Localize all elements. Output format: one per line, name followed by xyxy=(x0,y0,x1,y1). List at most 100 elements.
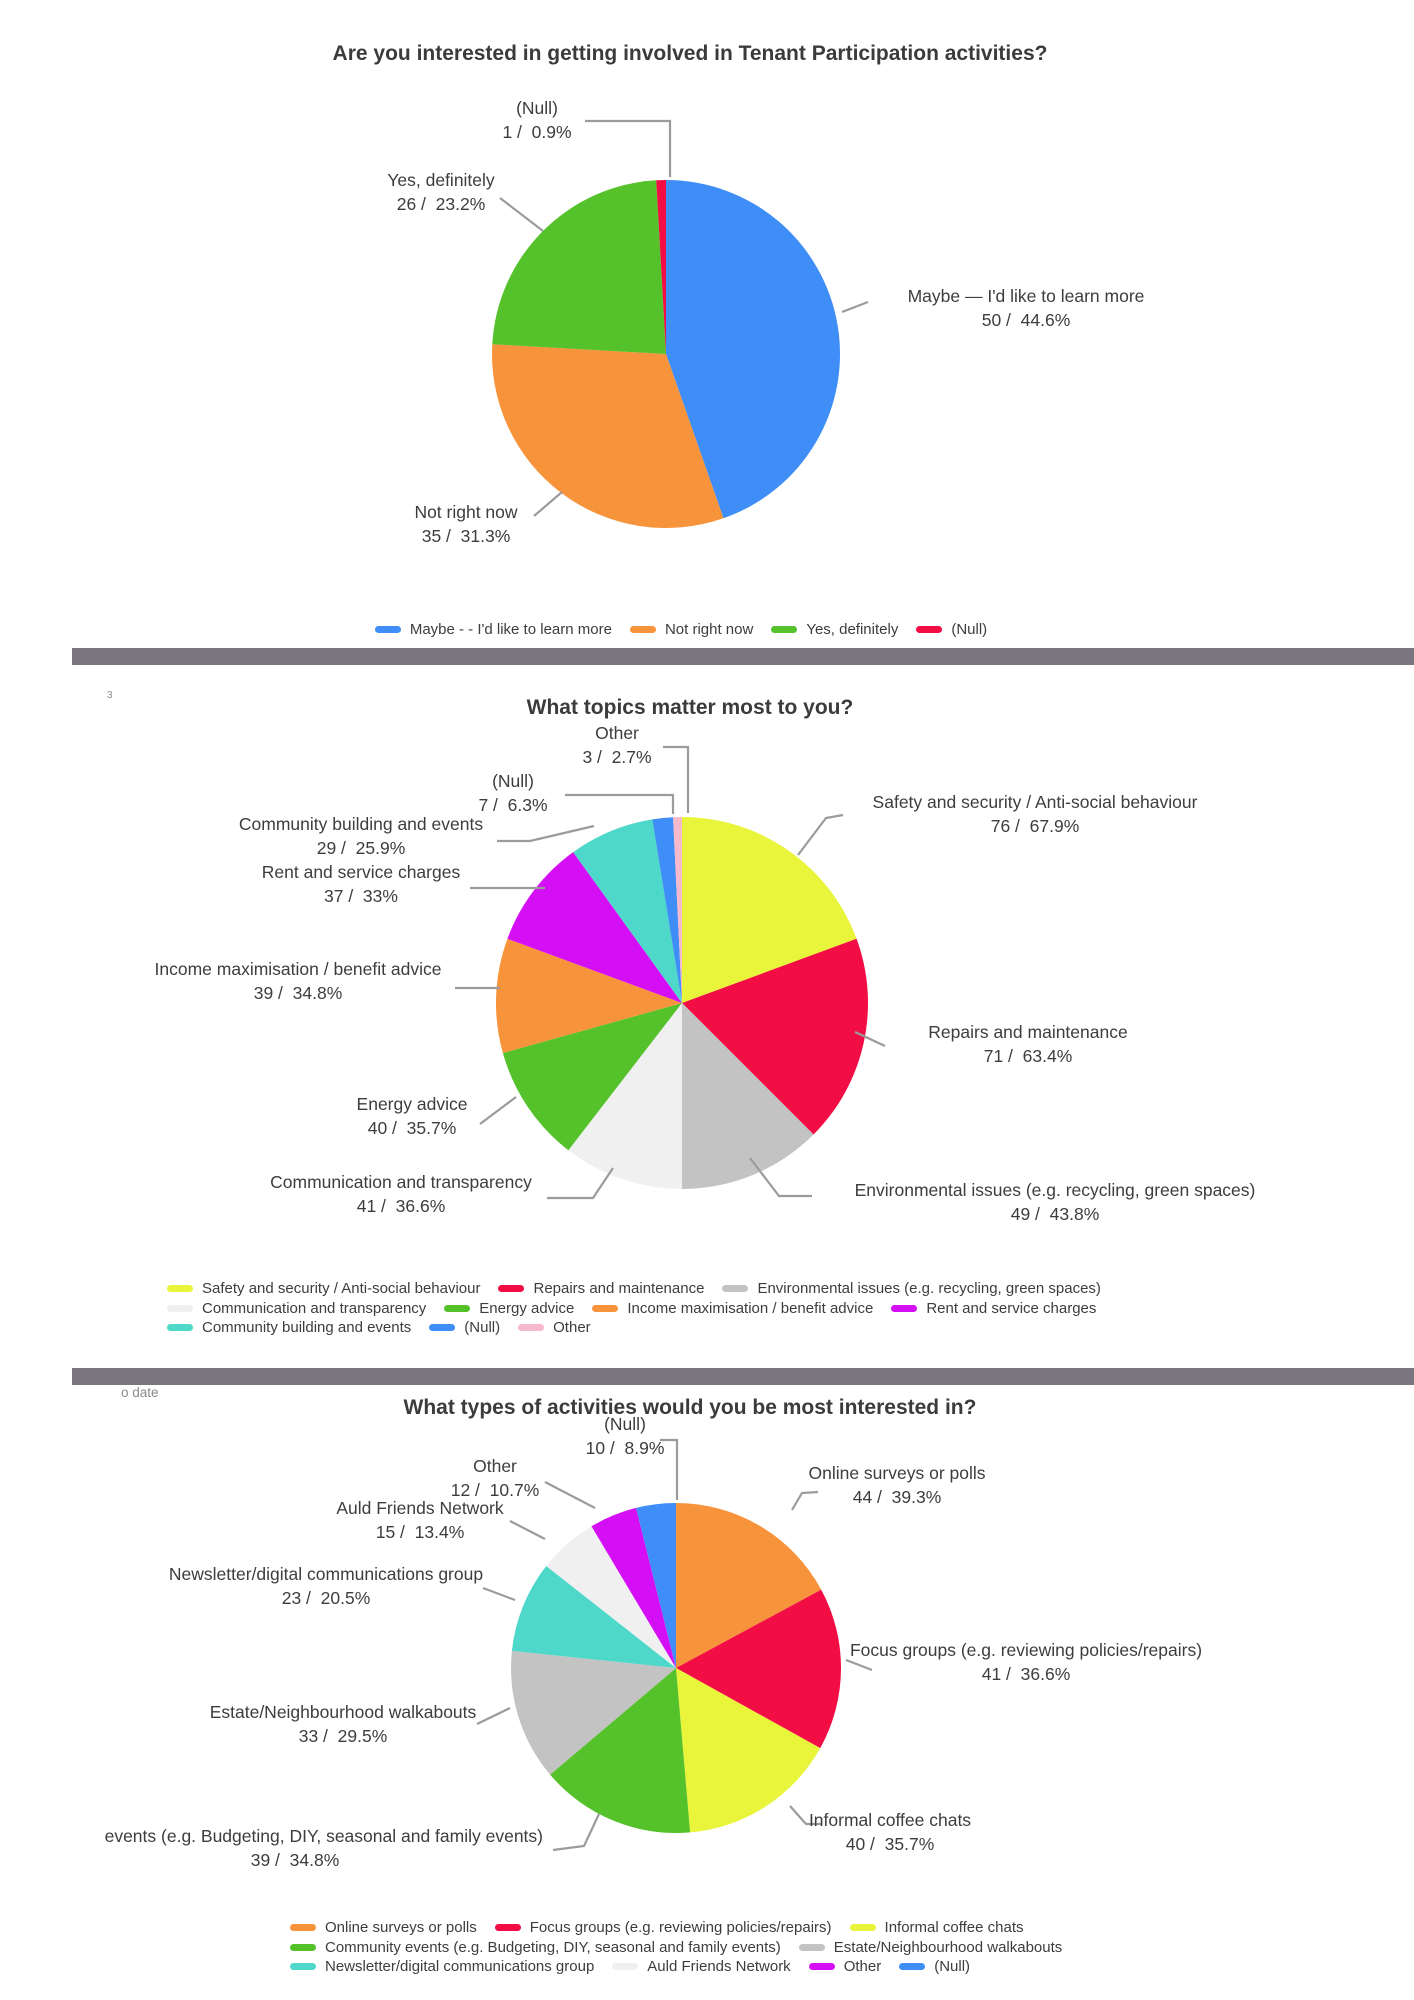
pie-slice[interactable] xyxy=(676,1589,842,1749)
legend-swatch-icon xyxy=(167,1324,193,1332)
chart3-title: What types of activities would you be mo… xyxy=(403,1396,977,1419)
legend-swatch-icon xyxy=(290,1924,316,1932)
slice-label: 41 / 36.6% xyxy=(357,1196,446,1216)
pie-slice[interactable] xyxy=(568,1003,682,1189)
pie-slice[interactable] xyxy=(666,179,841,519)
slice-label: 15 / 13.4% xyxy=(376,1522,465,1542)
legend-item-label: (Null) xyxy=(464,1319,501,1337)
slice-label: 41 / 36.6% xyxy=(982,1664,1071,1684)
label-leader-line xyxy=(797,813,844,856)
slice-label: 33 / 29.5% xyxy=(299,1726,388,1746)
pie-slice[interactable] xyxy=(495,938,682,1054)
chart1-legend: Maybe - - I'd like to learn more Not righ… xyxy=(0,620,1380,640)
legend-item[interactable]: (Null) xyxy=(429,1319,500,1336)
legend-item[interactable]: Income maximisation / benefit advice xyxy=(592,1300,873,1317)
slice-label: Other xyxy=(595,723,639,743)
legend-item[interactable]: Community building and events xyxy=(167,1319,411,1336)
pie-slice[interactable] xyxy=(656,179,666,354)
pie-slice[interactable] xyxy=(491,344,724,529)
legend-item[interactable]: Other xyxy=(518,1319,591,1336)
legend-item[interactable]: Communication and transparency xyxy=(167,1300,426,1317)
pie-slice[interactable] xyxy=(636,1503,676,1668)
legend-item[interactable]: Energy advice xyxy=(444,1300,574,1317)
pie-slice[interactable] xyxy=(573,819,682,1003)
slice-label: 1 / 0.9% xyxy=(502,122,571,142)
legend-item[interactable]: Maybe - - I'd like to learn more xyxy=(374,621,612,638)
legend-item-label: (Null) xyxy=(934,1958,971,1976)
legend-item-label: Energy advice xyxy=(479,1299,575,1317)
legend-item[interactable]: Auld Friends Network xyxy=(612,1958,791,1975)
label-leader-line xyxy=(789,1805,822,1826)
legend-item[interactable]: Focus groups (e.g. reviewing policies/re… xyxy=(494,1919,832,1937)
pie-slice[interactable] xyxy=(502,1003,682,1151)
legend-item[interactable]: Not right now xyxy=(629,621,753,638)
slice-label: Maybe — I'd like to learn more xyxy=(908,286,1145,306)
slice-label: 39 / 34.8% xyxy=(251,1850,340,1870)
slice-label: Online surveys or polls xyxy=(808,1463,985,1483)
pie-slice[interactable] xyxy=(652,817,682,1003)
pie-slice[interactable] xyxy=(591,1507,676,1668)
legend-item[interactable]: Yes, definitely xyxy=(771,621,898,638)
legend-item[interactable]: (Null) xyxy=(916,621,987,638)
legend-swatch-icon xyxy=(429,1324,456,1332)
legend-item[interactable]: Other xyxy=(808,1958,881,1975)
legend-row: Newsletter/digital communications group A… xyxy=(290,1957,1080,1977)
chart1-title: Are you interested in getting involved i… xyxy=(332,42,1048,65)
label-leader-line xyxy=(585,119,672,177)
pie-slice[interactable] xyxy=(673,817,682,1003)
legend-row: Online surveys or polls Focus groups (e.g… xyxy=(290,1918,1080,1938)
legend-swatch-icon xyxy=(167,1285,193,1293)
slice-label: Environmental issues (e.g. recycling, gr… xyxy=(855,1180,1256,1200)
legend-swatch-icon xyxy=(808,1963,835,1971)
pie-slice[interactable] xyxy=(682,817,857,1003)
legend-item-label: Repairs and maintenance xyxy=(533,1280,705,1298)
slice-label: 49 / 43.8% xyxy=(1011,1204,1100,1224)
legend-item[interactable]: Online surveys or polls xyxy=(290,1919,477,1936)
slice-label: 71 / 63.4% xyxy=(984,1046,1073,1066)
legend-swatch-icon xyxy=(612,1963,639,1971)
legend-item[interactable]: (Null) xyxy=(899,1958,970,1975)
slice-label: 40 / 35.7% xyxy=(368,1118,457,1138)
legend-item-label: (Null) xyxy=(951,621,988,639)
slice-label: 7 / 6.3% xyxy=(478,795,547,815)
slice-label: Focus groups (e.g. reviewing policies/re… xyxy=(850,1640,1202,1660)
pie-slice[interactable] xyxy=(511,1566,676,1668)
label-leader-line xyxy=(749,1157,812,1198)
legend-item[interactable]: Safety and security / Anti-social behavi… xyxy=(167,1280,480,1297)
legend-item-label: Newsletter/digital communications group xyxy=(325,1958,595,1976)
legend-item[interactable]: Newsletter/digital communications group xyxy=(290,1958,594,1975)
slice-label: Repairs and maintenance xyxy=(928,1022,1127,1042)
slice-label: Safety and security / Anti-social behavi… xyxy=(873,792,1198,812)
pie-slice[interactable] xyxy=(492,180,666,354)
pie-slice[interactable] xyxy=(507,852,682,1003)
chart2-title: What topics matter most to you? xyxy=(526,696,854,719)
legend-item[interactable]: Environmental issues (e.g. recycling, gr… xyxy=(722,1280,1101,1297)
pie-slice[interactable] xyxy=(682,938,869,1135)
legend-row: Community events (e.g. Budgeting, DIY, s… xyxy=(290,1938,1080,1958)
pie-slice[interactable] xyxy=(676,1668,821,1833)
slice-label: 37 / 33% xyxy=(324,886,398,906)
pie-slice[interactable] xyxy=(546,1526,676,1668)
slice-label: 26 / 23.2% xyxy=(397,194,486,214)
pie-slice[interactable] xyxy=(550,1668,691,1834)
pie-slice[interactable] xyxy=(511,1650,676,1775)
legend-swatch-icon xyxy=(494,1924,521,1932)
legend-swatch-icon xyxy=(498,1285,525,1293)
section-divider-1 xyxy=(72,648,1414,665)
legend-item[interactable]: Community events (e.g. Budgeting, DIY, s… xyxy=(290,1939,781,1956)
legend-item[interactable]: Informal coffee chats xyxy=(849,1919,1024,1936)
slice-label: 50 / 44.6% xyxy=(982,310,1071,330)
label-leader-line xyxy=(482,1586,516,1602)
legend-swatch-icon xyxy=(374,626,401,634)
legend-item-label: Environmental issues (e.g. recycling, gr… xyxy=(757,1280,1101,1298)
legend-item[interactable]: Estate/Neighbourhood walkabouts xyxy=(798,1939,1062,1956)
legend-item-label: Focus groups (e.g. reviewing policies/re… xyxy=(529,1919,832,1937)
pie-slice[interactable] xyxy=(682,1003,814,1189)
pie-slice[interactable] xyxy=(676,1502,822,1668)
slice-label: Rent and service charges xyxy=(262,862,461,882)
legend-swatch-icon xyxy=(629,626,656,634)
legend-item-label: Yes, definitely xyxy=(806,621,899,639)
legend-item[interactable]: Rent and service charges xyxy=(891,1300,1096,1317)
label-leader-line xyxy=(565,793,675,814)
legend-item[interactable]: Repairs and maintenance xyxy=(498,1280,704,1297)
